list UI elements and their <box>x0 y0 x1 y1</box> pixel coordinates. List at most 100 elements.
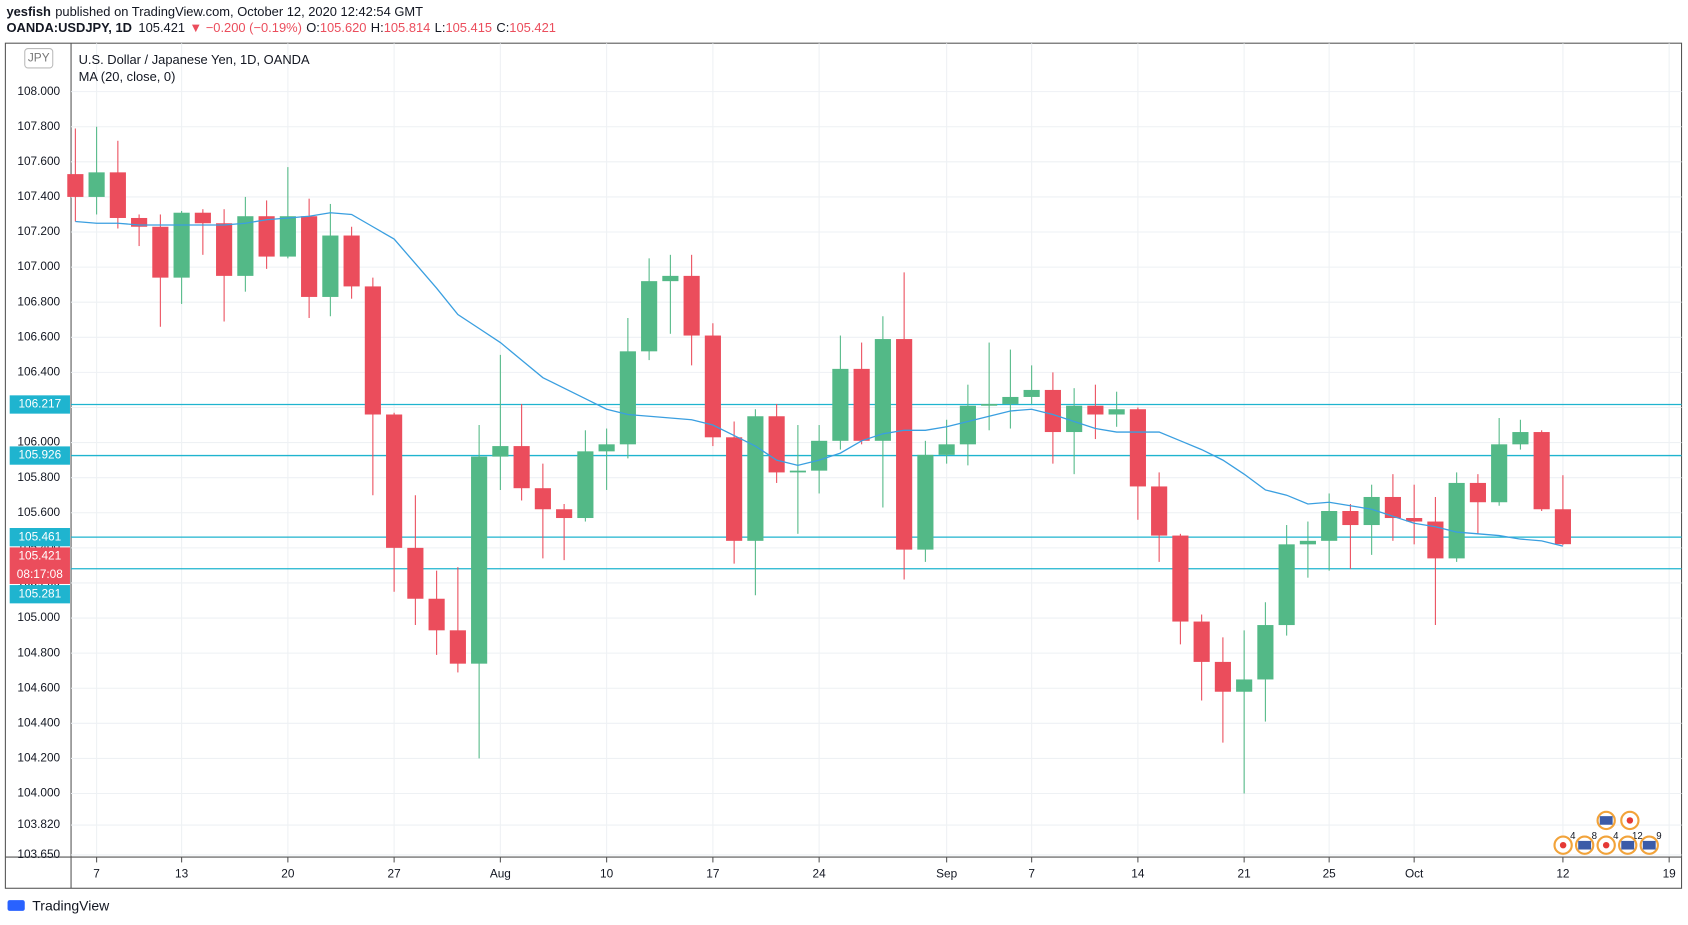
candle-body <box>109 172 126 218</box>
c: 105.421 <box>509 21 556 36</box>
candle-body <box>1151 486 1168 536</box>
candle-body <box>1002 396 1019 404</box>
candle-body <box>1342 511 1359 526</box>
x-tick-label: 7 <box>93 866 100 880</box>
candle-body <box>131 217 148 227</box>
price-label-bg <box>9 585 70 604</box>
event-count: 9 <box>1656 831 1661 842</box>
y-tick-label: 103.820 <box>17 817 60 831</box>
candle-body <box>1257 625 1274 680</box>
candle-body <box>619 351 636 445</box>
frame <box>4 42 1683 889</box>
candle-body <box>662 275 679 282</box>
flag-jp <box>1602 841 1610 849</box>
candle-body <box>1321 511 1338 541</box>
price-label-bg <box>9 395 70 414</box>
o-label: O: <box>306 21 320 36</box>
candle-body <box>981 403 998 406</box>
candle-body <box>1533 432 1550 510</box>
candle-body <box>1044 389 1061 433</box>
candle-body <box>726 437 743 541</box>
x-tick-label: 25 <box>1323 866 1337 880</box>
candle-body <box>556 509 573 519</box>
y-tick-label: 107.400 <box>17 189 60 203</box>
y-tick-label: 105.000 <box>17 610 60 624</box>
logo-mark <box>7 900 25 911</box>
candle-body <box>364 286 381 415</box>
plot <box>67 126 1682 794</box>
event-count: 4 <box>1570 831 1576 842</box>
quote-line: OANDA:USDJPY, 1D 105.421 ▼ −0.200 (−0.19%)… <box>6 21 556 36</box>
candle-body <box>874 339 891 441</box>
flag-jp <box>1626 817 1634 824</box>
candle-body <box>1236 679 1253 692</box>
flag-us <box>1642 840 1656 850</box>
brand-logo: TradingView <box>7 897 110 913</box>
candle-body <box>1193 621 1210 662</box>
y-tick-label: 104.000 <box>17 786 60 800</box>
candle-body <box>194 212 211 224</box>
candle-body <box>896 339 913 550</box>
candle-body <box>1491 444 1508 503</box>
header-line: yesfish published on TradingView.com, Oct… <box>6 4 423 19</box>
price-label: 105.421 <box>18 549 61 563</box>
flag-jp <box>1559 841 1567 849</box>
y-tick-label: 106.600 <box>17 329 60 343</box>
candle-body <box>1448 482 1465 559</box>
x-tick-label: Aug <box>490 866 511 880</box>
symbol: OANDA:USDJPY, 1D <box>6 21 132 36</box>
y-tick-label: 106.800 <box>17 294 60 308</box>
candle-body <box>322 235 339 297</box>
candle-body <box>386 414 403 548</box>
change: ▼ −0.200 (−0.19%) <box>189 21 302 36</box>
x-tick-label: 17 <box>706 866 719 880</box>
candle-body <box>301 216 318 297</box>
c-label: C: <box>496 21 509 36</box>
price-label-bg <box>9 446 70 465</box>
l-label: L: <box>435 21 446 36</box>
x-tick-label: 21 <box>1238 866 1251 880</box>
currency-button[interactable] <box>24 48 54 69</box>
price-label: 105.281 <box>18 586 61 600</box>
event-count: 4 <box>1613 831 1619 842</box>
last: 105.421 <box>138 21 185 36</box>
x-tick-label: 10 <box>600 866 614 880</box>
candle-body <box>747 416 764 541</box>
h: 105.814 <box>384 21 431 36</box>
candle-body <box>598 444 615 452</box>
flag-us <box>1621 840 1635 850</box>
candle-body <box>959 405 976 445</box>
y-tick-label: 104.400 <box>17 715 60 729</box>
events <box>1553 810 1659 855</box>
candle-body <box>1087 405 1104 415</box>
candle-body <box>1384 496 1401 519</box>
event-count: 8 <box>1592 831 1597 842</box>
candle-body <box>67 174 84 197</box>
currency[interactable]: JPY <box>28 50 50 64</box>
y-tick-label: 106.400 <box>17 365 60 379</box>
candle-body <box>1129 409 1146 487</box>
x-tick-label: 20 <box>281 866 295 880</box>
candle-body <box>577 451 594 519</box>
ma-line <box>75 212 1564 547</box>
candle-body <box>152 226 169 278</box>
o: 105.620 <box>320 21 367 36</box>
candle-body <box>832 368 849 441</box>
candle-body <box>938 444 955 455</box>
x-tick-label: Sep <box>936 866 957 880</box>
candle-body <box>258 216 275 257</box>
candle-body <box>1278 544 1295 626</box>
price-label-bg <box>9 528 70 547</box>
author: yesfish <box>6 4 51 19</box>
l: 105.415 <box>445 21 492 36</box>
candle-body <box>471 456 488 664</box>
price-label: 105.461 <box>18 529 61 543</box>
candle-body <box>704 335 721 438</box>
candle-body <box>1406 518 1423 522</box>
x-tick-label: 27 <box>388 866 401 880</box>
candle-body <box>683 275 700 336</box>
price-label-bg <box>9 547 70 584</box>
candle-body <box>811 440 828 471</box>
